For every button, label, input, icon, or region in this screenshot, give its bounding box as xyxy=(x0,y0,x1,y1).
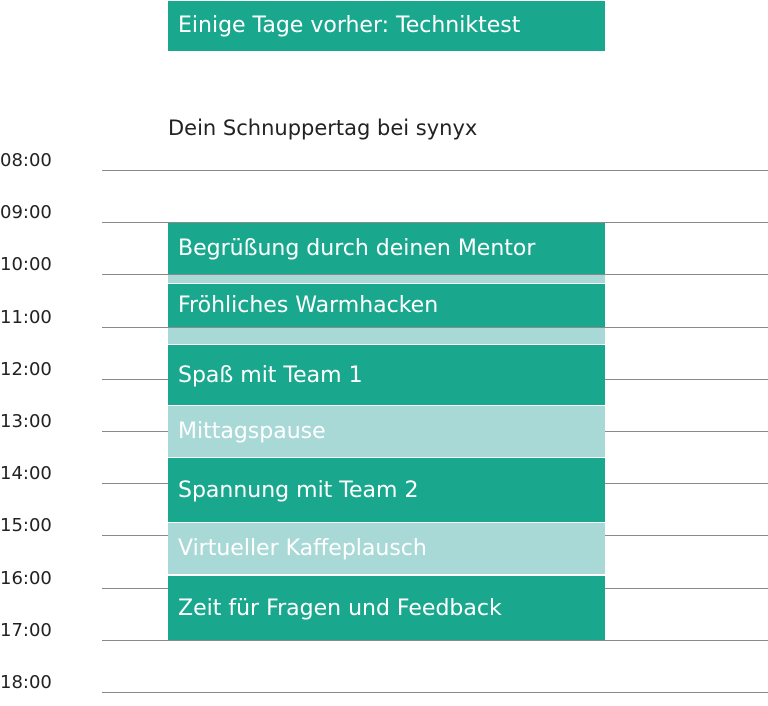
schedule-event: Begrüßung durch deinen Mentor xyxy=(168,223,605,274)
schedule-event xyxy=(168,328,605,344)
schedule-event: Spannung mit Team 2 xyxy=(168,458,605,522)
schedule-event: Zeit für Fragen und Feedback xyxy=(168,576,605,640)
hour-gridline xyxy=(102,640,768,641)
schedule-event-label: Fröhliches Warmhacken xyxy=(178,293,439,318)
hour-gridline xyxy=(102,692,768,693)
schedule-event: Virtueller Kaffeplausch xyxy=(168,523,605,574)
time-label: 18:00 xyxy=(0,672,52,693)
schedule-event-label: Zeit für Fragen und Feedback xyxy=(178,595,502,621)
schedule-event-label: Mittagspause xyxy=(178,419,326,444)
time-label: 12:00 xyxy=(0,359,52,380)
schedule-event: Mittagspause xyxy=(168,406,605,457)
time-label: 14:00 xyxy=(0,463,52,484)
time-label: 10:00 xyxy=(0,254,52,275)
schedule-event-label: Spannung mit Team 2 xyxy=(178,477,419,503)
schedule-event-label: Virtueller Kaffeplausch xyxy=(178,536,427,561)
time-label: 11:00 xyxy=(0,307,52,328)
schedule-event: Spaß mit Team 1 xyxy=(168,345,605,405)
technical-test-label: Einige Tage vorher: Techniktest xyxy=(178,13,521,38)
time-label: 15:00 xyxy=(0,515,52,536)
schedule-event-label: Spaß mit Team 1 xyxy=(178,362,363,388)
schedule-event: Fröhliches Warmhacken xyxy=(168,284,605,327)
time-label: 08:00 xyxy=(0,150,52,171)
technical-test-banner: Einige Tage vorher: Techniktest xyxy=(168,1,605,51)
hour-gridline xyxy=(102,274,768,275)
time-label: 17:00 xyxy=(0,620,52,641)
schedule-title: Dein Schnuppertag bei synyx xyxy=(168,116,478,140)
schedule-event xyxy=(168,275,605,283)
schedule-event-label: Begrüßung durch deinen Mentor xyxy=(178,236,536,261)
time-label: 13:00 xyxy=(0,411,52,432)
hour-gridline xyxy=(102,327,768,328)
hour-gridline xyxy=(102,170,768,171)
time-label: 16:00 xyxy=(0,568,52,589)
time-label: 09:00 xyxy=(0,202,52,223)
hour-gridline xyxy=(102,222,768,223)
